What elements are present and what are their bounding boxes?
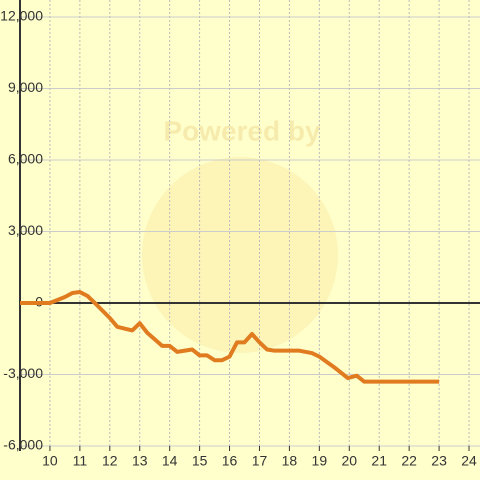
x-tick-label: 16 [222, 453, 238, 469]
x-tick-label: 14 [162, 453, 178, 469]
y-tick-label: 12,000 [0, 8, 43, 24]
watermark: Powered by [163, 115, 321, 146]
y-tick-label: 3,000 [8, 222, 43, 238]
data-line [20, 290, 440, 384]
x-tick-label: 13 [132, 453, 148, 469]
y-tick-label: -6,000 [3, 437, 43, 453]
x-tick-label: 24 [461, 453, 477, 469]
x-tick-label: 11 [73, 453, 88, 469]
y-tick-label: 9,000 [8, 79, 43, 95]
y-tick-label: -3,000 [3, 365, 43, 381]
x-tick-label: 12 [102, 453, 118, 469]
x-tick-label: 19 [312, 453, 328, 469]
watermark-logo [142, 157, 338, 353]
x-tick-label: 10 [42, 453, 58, 469]
x-tick-label: 23 [431, 453, 447, 469]
x-tick-label: 18 [282, 453, 298, 469]
y-tick-label: 6,000 [8, 151, 43, 167]
x-tick-label: 15 [192, 453, 208, 469]
x-tick-label: 21 [371, 453, 387, 469]
x-tick-label: 17 [252, 453, 268, 469]
x-tick-label: 22 [401, 453, 417, 469]
x-tick-label: 20 [341, 453, 357, 469]
